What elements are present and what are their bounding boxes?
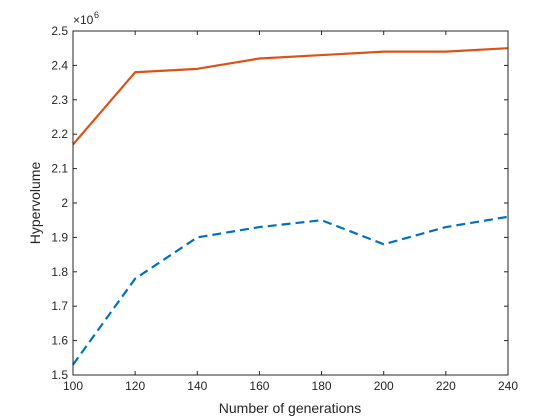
y-tick-label: 1.8 <box>51 265 68 279</box>
plot-area <box>73 31 508 375</box>
x-tick-label: 220 <box>436 379 456 393</box>
x-axis-label: Number of generations <box>219 400 361 416</box>
y-tick-label: 2 <box>61 196 68 210</box>
y-tick-label: 2.4 <box>51 58 68 72</box>
y-axis-label: Hypervolume <box>27 162 43 245</box>
y-tick-label: 1.5 <box>51 368 68 382</box>
x-tick-label: 100 <box>63 379 83 393</box>
y-tick-label: 2.3 <box>51 93 68 107</box>
x-tick-label: 200 <box>374 379 394 393</box>
x-tick-label: 120 <box>125 379 145 393</box>
y-tick-label: 2.1 <box>51 162 68 176</box>
x-tick-label: 180 <box>312 379 332 393</box>
series-line-0 <box>72 47 509 146</box>
y-tick-label: 1.6 <box>51 334 68 348</box>
y-multiplier-base: ×10 <box>73 13 94 27</box>
series-line-1 <box>72 215 509 366</box>
x-tick-label: 240 <box>498 379 518 393</box>
ticks-layer: 100 120 140 160 180 200 220 240 1.5 1.6 1.7 1.8 1.9 2… <box>51 24 518 393</box>
series-layer <box>72 47 509 366</box>
x-tick-label: 140 <box>187 379 207 393</box>
y-tick-label: 1.7 <box>51 299 68 313</box>
y-tick-label: 2.2 <box>51 127 68 141</box>
x-tick-label: 160 <box>249 379 269 393</box>
y-tick-label: 1.9 <box>51 230 68 244</box>
y-multiplier-exponent: 6 <box>94 10 99 20</box>
y-tick-label: 2.5 <box>51 24 68 38</box>
